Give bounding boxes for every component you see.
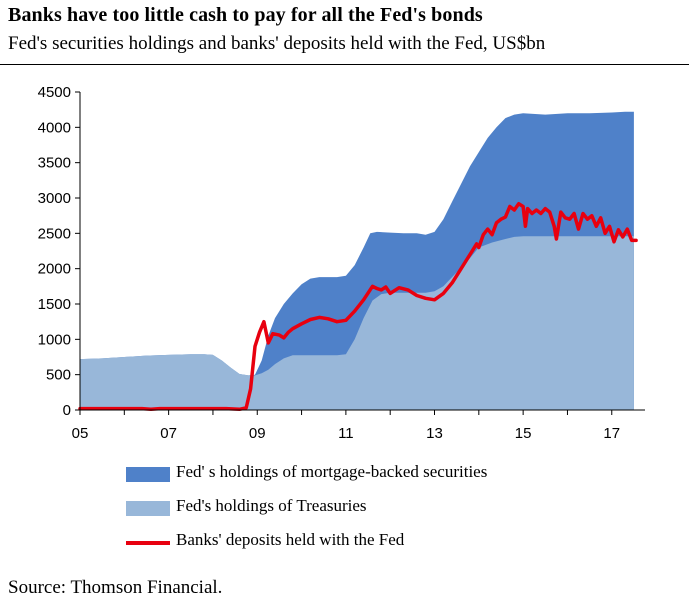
legend-swatch-deposits xyxy=(126,541,170,545)
chart-title: Banks have too little cash to pay for al… xyxy=(8,4,483,26)
series-area-treasuries xyxy=(80,236,634,410)
x-tick-label: 07 xyxy=(160,425,177,442)
y-tick-label: 4500 xyxy=(38,84,71,101)
y-tick-label: 3000 xyxy=(38,190,71,207)
x-tick-label: 11 xyxy=(338,425,354,442)
y-tick-label: 0 xyxy=(63,402,71,419)
legend-swatch-mbs xyxy=(126,467,170,482)
plot-area xyxy=(78,111,638,412)
chart-svg: 0 500 1000 1500 2000 2500 3000 3500 4000 4500 05 07… xyxy=(38,84,645,442)
legend-label-treasuries: Fed's holdings of Treasuries xyxy=(176,496,367,515)
x-tick-label: 05 xyxy=(72,425,89,442)
y-tick-label: 3500 xyxy=(38,155,71,172)
title-divider xyxy=(0,64,689,65)
y-tick-label: 1000 xyxy=(38,331,71,348)
source-note: Source: Thomson Financial. xyxy=(8,577,223,598)
y-tick-label: 500 xyxy=(46,367,71,384)
x-tick-label: 15 xyxy=(515,425,532,442)
chart-subtitle: Fed's securities holdings and banks' dep… xyxy=(8,33,546,54)
y-tick-label: 4000 xyxy=(38,119,71,136)
y-tick-label: 1500 xyxy=(38,296,71,313)
legend-label-mbs: Fed' s holdings of mortgage-backed secur… xyxy=(176,462,488,481)
y-tick-label: 2000 xyxy=(38,261,71,278)
series-line-deposits xyxy=(78,201,638,412)
x-tick-label: 17 xyxy=(603,425,620,442)
axes: 0 500 1000 1500 2000 2500 3000 3500 4000 4500 05 07… xyxy=(38,84,645,442)
legend-label-deposits: Banks' deposits held with the Fed xyxy=(176,530,405,549)
x-tick-label: 09 xyxy=(249,425,266,442)
y-tick-label: 2500 xyxy=(38,225,71,242)
x-tick-label: 13 xyxy=(426,425,443,442)
legend-swatch-treasuries xyxy=(126,501,170,516)
